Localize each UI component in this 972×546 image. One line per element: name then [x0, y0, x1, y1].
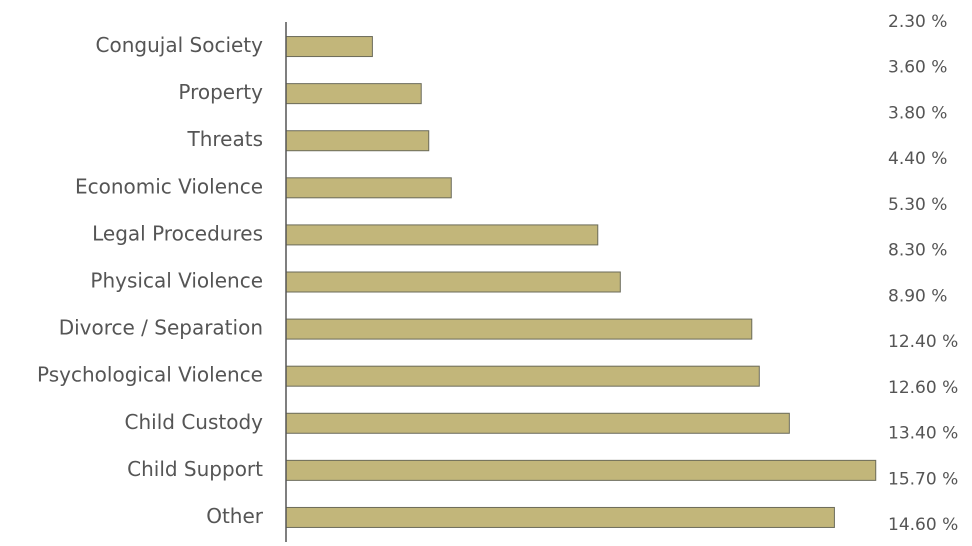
bar	[285, 177, 452, 199]
value-annotation: 3.80 %	[888, 103, 947, 123]
bar	[285, 459, 877, 481]
bar	[285, 83, 422, 105]
bar	[285, 36, 373, 58]
bar	[285, 318, 753, 340]
bar	[285, 271, 621, 293]
bar	[285, 365, 760, 387]
category-label: Threats	[187, 127, 264, 151]
value-annotation: 12.40 %	[888, 332, 958, 352]
category-label: Psychological Violence	[37, 363, 263, 387]
bar	[285, 506, 835, 528]
bar	[285, 130, 430, 152]
category-label: Divorce / Separation	[59, 316, 263, 340]
category-label: Other	[206, 504, 264, 528]
value-annotation: 14.60 %	[888, 515, 958, 535]
category-label: Congujal Society	[96, 33, 264, 57]
category-label: Physical Violence	[90, 269, 263, 293]
value-annotation: 3.60 %	[888, 58, 947, 78]
value-annotation: 12.60 %	[888, 378, 958, 398]
value-annotation: 2.30 %	[888, 12, 947, 32]
value-annotation: 8.90 %	[888, 286, 947, 306]
value-annotation: 4.40 %	[888, 149, 947, 169]
value-annotation: 13.40 %	[888, 424, 958, 444]
bar	[285, 412, 790, 434]
value-annotation: 15.70 %	[888, 469, 958, 489]
value-annotation: 5.30 %	[888, 195, 947, 215]
category-label: Child Custody	[125, 410, 264, 434]
category-label: Property	[178, 80, 263, 104]
bar	[285, 224, 599, 246]
category-label: Child Support	[127, 457, 263, 481]
category-label: Economic Violence	[75, 174, 263, 198]
category-label: Legal Procedures	[92, 221, 263, 245]
value-annotation: 8.30 %	[888, 241, 947, 261]
